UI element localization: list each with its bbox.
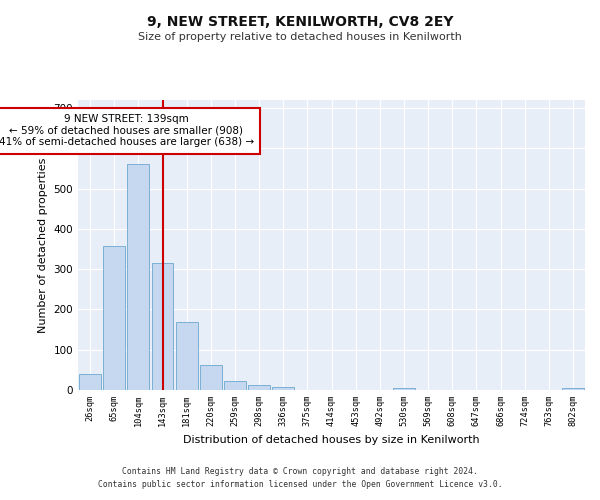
Bar — [176, 322, 197, 390]
Bar — [127, 164, 149, 390]
Bar — [200, 365, 221, 390]
Bar — [224, 380, 246, 390]
Bar — [103, 246, 125, 390]
Bar — [79, 374, 101, 390]
Text: 9 NEW STREET: 139sqm
← 59% of detached houses are smaller (908)
41% of semi-deta: 9 NEW STREET: 139sqm ← 59% of detached h… — [0, 114, 254, 148]
Bar — [393, 388, 415, 390]
Text: Size of property relative to detached houses in Kenilworth: Size of property relative to detached ho… — [138, 32, 462, 42]
Bar — [152, 263, 173, 390]
Text: Contains HM Land Registry data © Crown copyright and database right 2024.
Contai: Contains HM Land Registry data © Crown c… — [98, 468, 502, 489]
Bar — [248, 385, 270, 390]
Y-axis label: Number of detached properties: Number of detached properties — [38, 158, 48, 332]
Bar — [562, 388, 584, 390]
X-axis label: Distribution of detached houses by size in Kenilworth: Distribution of detached houses by size … — [183, 434, 480, 444]
Bar — [272, 387, 294, 390]
Text: 9, NEW STREET, KENILWORTH, CV8 2EY: 9, NEW STREET, KENILWORTH, CV8 2EY — [147, 15, 453, 29]
